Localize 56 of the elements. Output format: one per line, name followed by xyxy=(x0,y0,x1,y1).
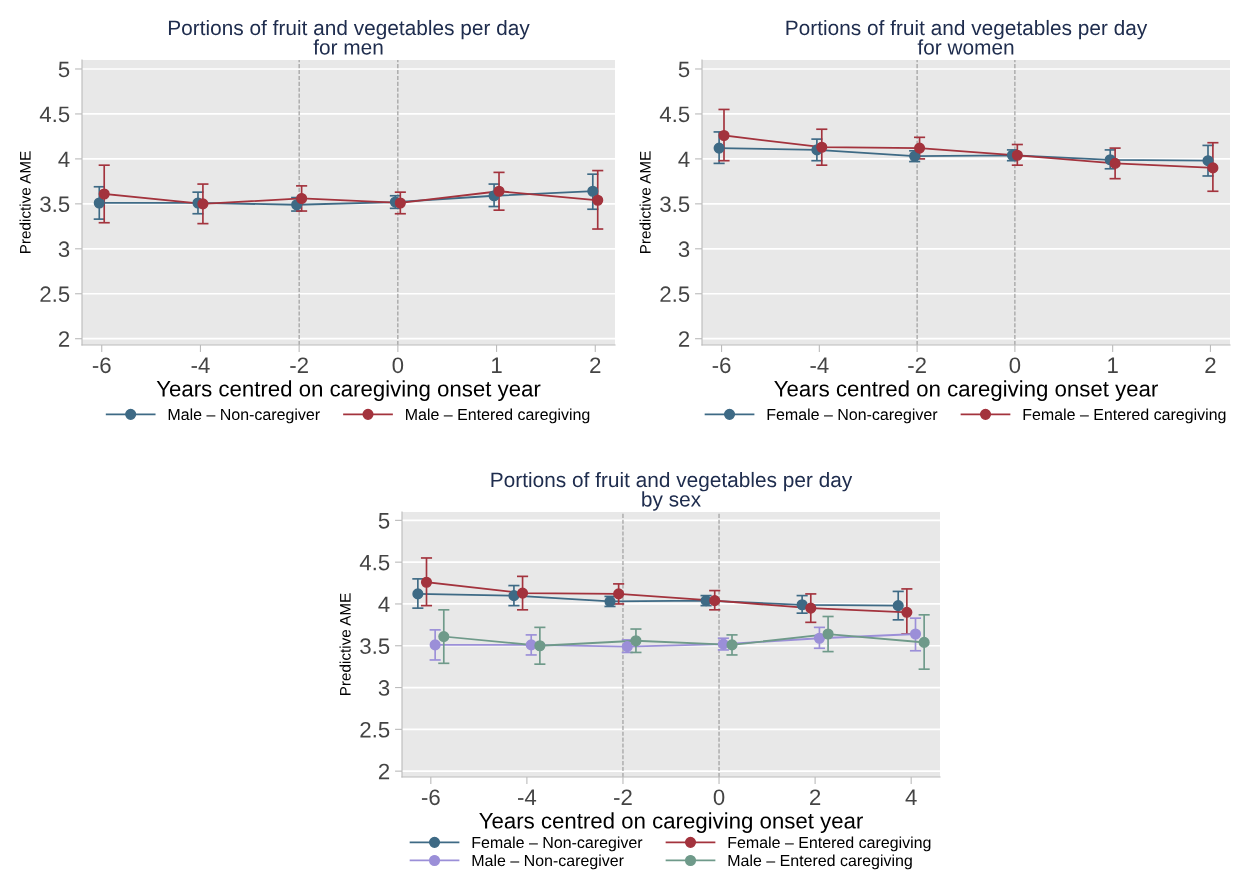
x-tick-label: 0 xyxy=(713,789,725,806)
y-axis-title: Predictive AME xyxy=(19,151,31,254)
y-axis-title: Predictive AME xyxy=(339,593,351,696)
x-tick-label: 2 xyxy=(1205,357,1216,373)
x-tick-label: -2 xyxy=(908,357,926,373)
legend-label: Female – Non-caregiver xyxy=(472,836,643,852)
y-tick-label: 3 xyxy=(678,241,690,258)
chart-title: Portions of fruit and vegetables per day for women xyxy=(786,19,1148,55)
x-tick-label: 0 xyxy=(1009,357,1021,374)
x-tick-label: -6 xyxy=(92,357,111,374)
y-tick-label: 2.5 xyxy=(40,286,70,303)
legend-label: Male – Non-caregiver xyxy=(472,854,624,870)
y-tick-label: 4 xyxy=(58,151,70,167)
x-tick-label: -2 xyxy=(290,357,308,373)
y-tick-label: 2 xyxy=(678,331,690,347)
y-tick-label: 5 xyxy=(378,513,390,529)
y-axis-title: Predictive AME xyxy=(639,151,651,254)
y-tick-label: 3.5 xyxy=(660,196,690,213)
x-tick-label: 1 xyxy=(1108,357,1118,373)
y-tick-label: 4 xyxy=(378,596,390,613)
legend-label: Female – Non-caregiver xyxy=(767,408,938,424)
x-axis-title: Years centred on caregiving onset year xyxy=(156,380,541,402)
y-tick-label: 2 xyxy=(58,331,70,347)
legend-label: Male – Entered caregiving xyxy=(728,854,912,870)
y-tick-label: 3.5 xyxy=(40,196,70,213)
y-tick-label: 4 xyxy=(678,151,690,167)
legend-label: Female – Entered caregiving xyxy=(728,836,931,852)
y-tick-label: 2 xyxy=(378,763,390,780)
x-tick-label: 0 xyxy=(392,357,404,374)
x-tick-label: -4 xyxy=(810,357,829,373)
chart-title: Portions of fruit and vegetables per day by sex xyxy=(491,471,853,511)
legend-label: Male – Entered caregiving xyxy=(406,408,590,424)
legend-label: Male – Non-caregiver xyxy=(168,408,320,424)
x-tick-label: -6 xyxy=(712,357,731,374)
y-tick-label: 2.5 xyxy=(360,721,390,738)
y-tick-label: 4.5 xyxy=(659,106,690,123)
x-axis-title: Years centred on caregiving onset year xyxy=(774,380,1158,402)
y-tick-label: 2.5 xyxy=(660,286,690,303)
x-tick-label: 4 xyxy=(905,789,917,805)
y-tick-label: 3 xyxy=(378,680,390,696)
x-tick-label: 2 xyxy=(590,357,601,373)
x-tick-label: -6 xyxy=(421,789,440,806)
x-tick-label: -2 xyxy=(614,789,632,805)
y-tick-label: 3 xyxy=(58,241,70,258)
chart-title: Portions of fruit and vegetables per day for men xyxy=(168,19,530,55)
y-tick-label: 5 xyxy=(678,61,690,78)
x-tick-label: 2 xyxy=(810,789,821,805)
x-axis-title: Years centred on caregiving onset year xyxy=(479,812,863,834)
y-tick-label: 4.5 xyxy=(39,106,70,123)
y-tick-label: 3.5 xyxy=(360,638,390,655)
x-tick-label: 1 xyxy=(492,357,502,373)
x-tick-label: -4 xyxy=(518,789,537,805)
y-tick-label: 5 xyxy=(58,61,70,78)
x-tick-label: -4 xyxy=(191,357,210,373)
y-tick-label: 4.5 xyxy=(359,554,390,571)
legend-label: Female – Entered caregiving xyxy=(1023,408,1226,424)
